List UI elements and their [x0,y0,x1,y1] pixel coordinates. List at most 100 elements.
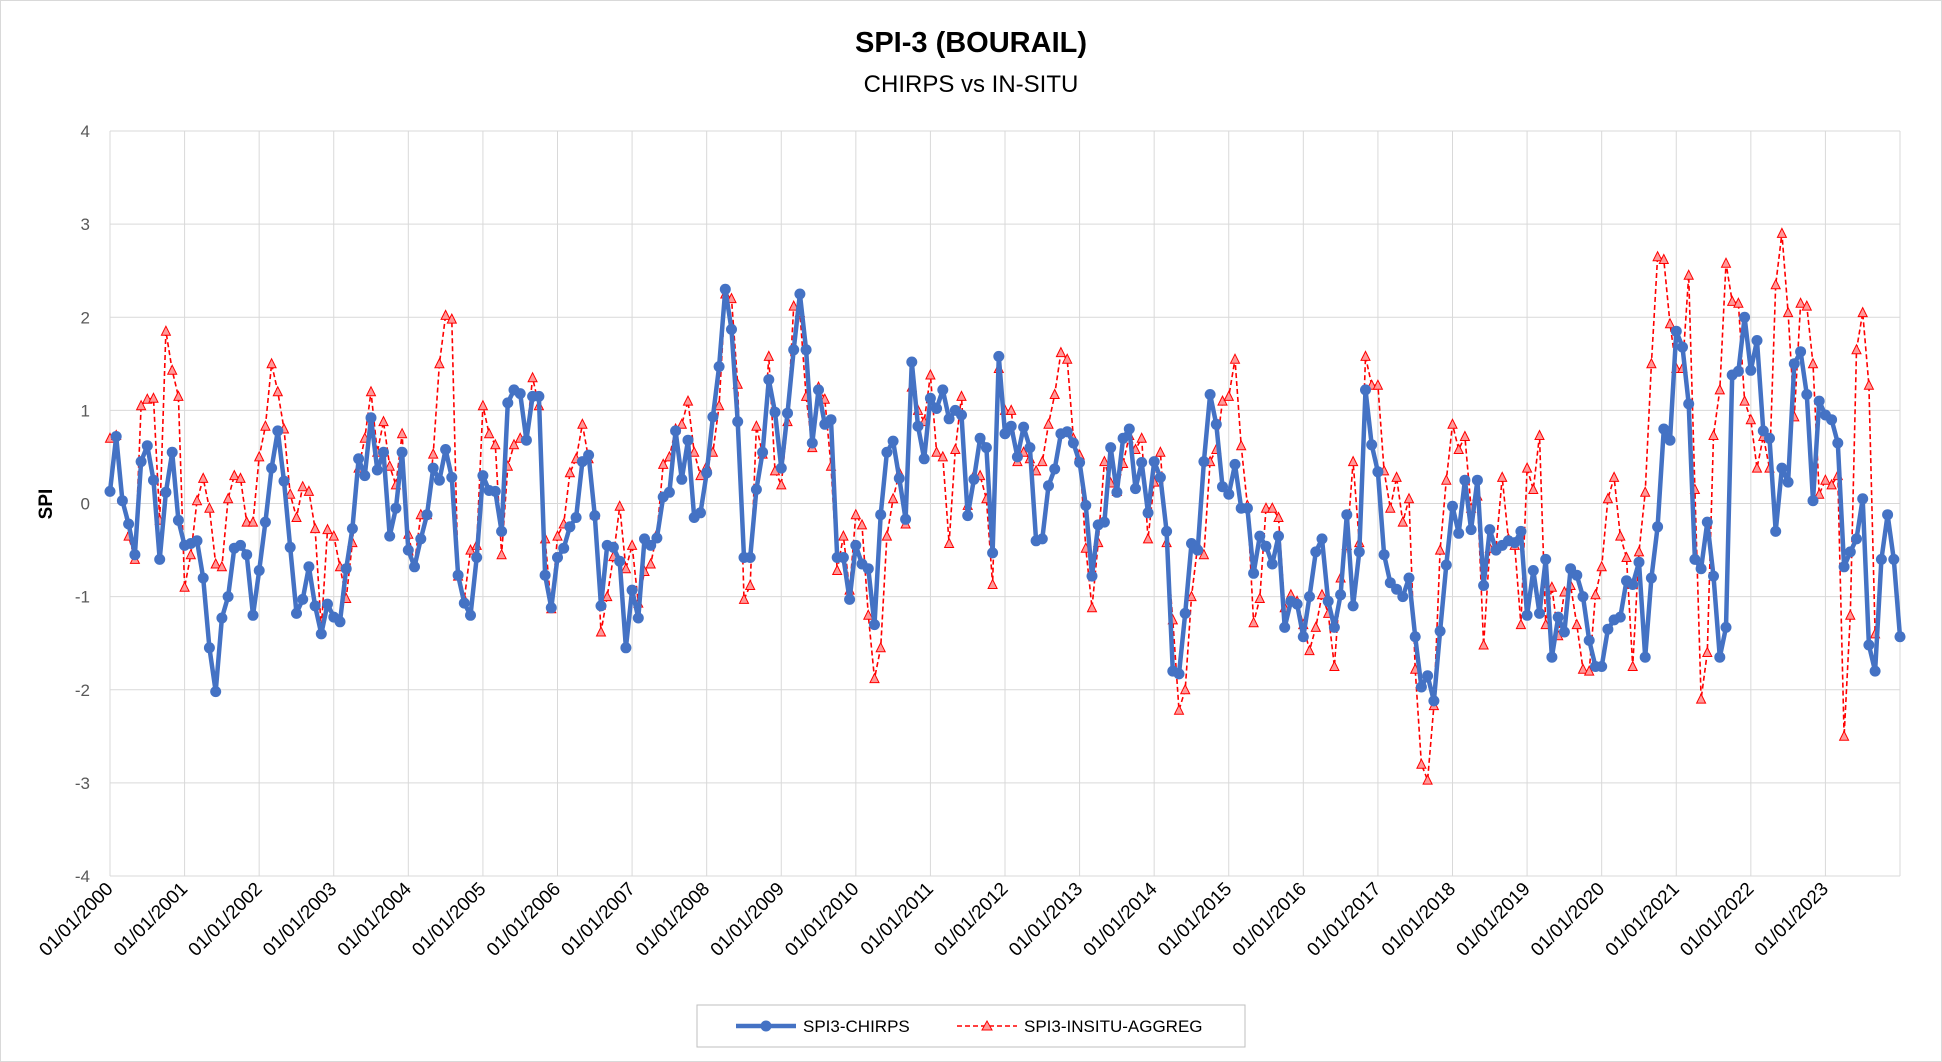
data-point-chirps[interactable] [384,530,396,542]
data-point-chirps[interactable] [558,542,570,554]
data-point-chirps[interactable] [1558,626,1570,638]
data-point-insitu[interactable] [1751,461,1763,473]
data-point-insitu[interactable] [1770,278,1782,290]
data-point-chirps[interactable] [489,485,501,497]
data-point-chirps[interactable] [651,532,663,544]
data-point-chirps[interactable] [918,453,930,465]
data-point-chirps[interactable] [1098,516,1110,528]
data-point-chirps[interactable] [1360,384,1371,396]
data-point-chirps[interactable] [937,384,949,396]
data-point-chirps[interactable] [1757,425,1769,437]
data-point-insitu[interactable] [1198,548,1210,560]
data-point-chirps[interactable] [129,549,141,561]
data-point-chirps[interactable] [1086,570,1098,582]
data-point-insitu[interactable] [303,485,315,496]
data-point-chirps[interactable] [987,547,999,559]
data-point-chirps[interactable] [564,521,576,533]
data-point-insitu[interactable] [247,515,259,527]
data-point-insitu[interactable] [197,472,209,483]
data-point-insitu[interactable] [1360,350,1371,361]
data-point-chirps[interactable] [1161,525,1173,537]
data-point-chirps[interactable] [1080,499,1092,511]
data-point-chirps[interactable] [713,361,725,373]
data-point-chirps[interactable] [1447,500,1458,512]
data-point-chirps[interactable] [1838,561,1850,573]
data-point-chirps[interactable] [1826,414,1838,426]
data-point-insitu[interactable] [713,399,725,411]
data-point-insitu[interactable] [577,418,588,429]
data-point-chirps[interactable] [1142,507,1154,519]
data-point-chirps[interactable] [570,512,582,523]
data-point-chirps[interactable] [1534,607,1545,619]
data-point-chirps[interactable] [222,591,234,603]
data-point-chirps[interactable] [1248,567,1260,579]
data-point-insitu[interactable] [620,562,632,574]
data-point-chirps[interactable] [924,392,936,404]
data-point-insitu[interactable] [284,488,296,499]
data-point-chirps[interactable] [1714,651,1726,663]
data-point-chirps[interactable] [1049,463,1061,475]
data-point-chirps[interactable] [943,413,955,425]
data-point-chirps[interactable] [1366,439,1378,451]
data-point-chirps[interactable] [1372,466,1384,478]
data-point-chirps[interactable] [1322,595,1334,607]
data-point-chirps[interactable] [421,509,433,521]
data-point-chirps[interactable] [297,593,309,605]
data-point-insitu[interactable] [1310,621,1322,632]
data-point-chirps[interactable] [1658,423,1670,435]
data-point-insitu[interactable] [1577,663,1589,674]
data-point-chirps[interactable] [1347,600,1359,612]
data-point-chirps[interactable] [726,323,737,335]
data-point-insitu[interactable] [552,529,563,541]
data-point-insitu[interactable] [272,385,284,397]
data-point-chirps[interactable] [1204,389,1216,400]
data-point-insitu[interactable] [1857,306,1869,318]
data-point-chirps[interactable] [1434,625,1446,637]
data-point-chirps[interactable] [1471,474,1483,486]
data-point-insitu[interactable] [427,447,439,459]
data-point-insitu[interactable] [1745,413,1757,425]
data-point-chirps[interactable] [626,584,638,596]
data-point-chirps[interactable] [931,403,943,414]
data-point-insitu[interactable] [1173,704,1185,715]
data-point-chirps[interactable] [993,350,1005,362]
data-point-insitu[interactable] [1397,515,1409,527]
data-point-insitu[interactable] [1036,455,1048,467]
data-point-chirps[interactable] [141,440,153,452]
data-point-insitu[interactable] [365,385,377,397]
data-point-chirps[interactable] [359,470,371,482]
data-point-chirps[interactable] [1335,589,1347,601]
data-point-insitu[interactable] [1733,297,1744,308]
data-point-chirps[interactable] [545,602,557,614]
legend-item-chirps[interactable]: SPI3-CHIRPS [736,1017,910,1036]
data-point-chirps[interactable] [1136,457,1148,468]
data-point-chirps[interactable] [1291,598,1303,610]
data-point-chirps[interactable] [1527,565,1539,576]
data-point-chirps[interactable] [607,541,619,553]
data-point-chirps[interactable] [875,509,887,521]
data-point-insitu[interactable] [1223,390,1235,401]
data-point-chirps[interactable] [1123,423,1135,435]
data-point-chirps[interactable] [446,471,458,483]
data-point-insitu[interactable] [322,523,333,535]
data-point-insitu[interactable] [446,312,458,324]
data-point-insitu[interactable] [1844,609,1856,620]
data-point-chirps[interactable] [371,464,383,476]
data-point-chirps[interactable] [1683,398,1695,410]
data-point-chirps[interactable] [1353,546,1365,558]
data-point-chirps[interactable] [1863,639,1875,651]
data-point-chirps[interactable] [496,525,508,537]
data-point-insitu[interactable] [1248,616,1259,628]
data-point-chirps[interactable] [757,446,769,458]
data-point-insitu[interactable] [1030,464,1042,476]
data-point-insitu[interactable] [191,494,203,506]
data-point-insitu[interactable] [1527,483,1539,494]
data-point-chirps[interactable] [1664,434,1676,446]
data-point-chirps[interactable] [1689,553,1701,565]
data-point-chirps[interactable] [160,486,172,498]
data-point-chirps[interactable] [1192,544,1204,556]
data-point-chirps[interactable] [1341,509,1353,521]
data-point-chirps[interactable] [1795,346,1807,358]
data-point-chirps[interactable] [1521,609,1533,621]
data-point-chirps[interactable] [663,486,675,498]
